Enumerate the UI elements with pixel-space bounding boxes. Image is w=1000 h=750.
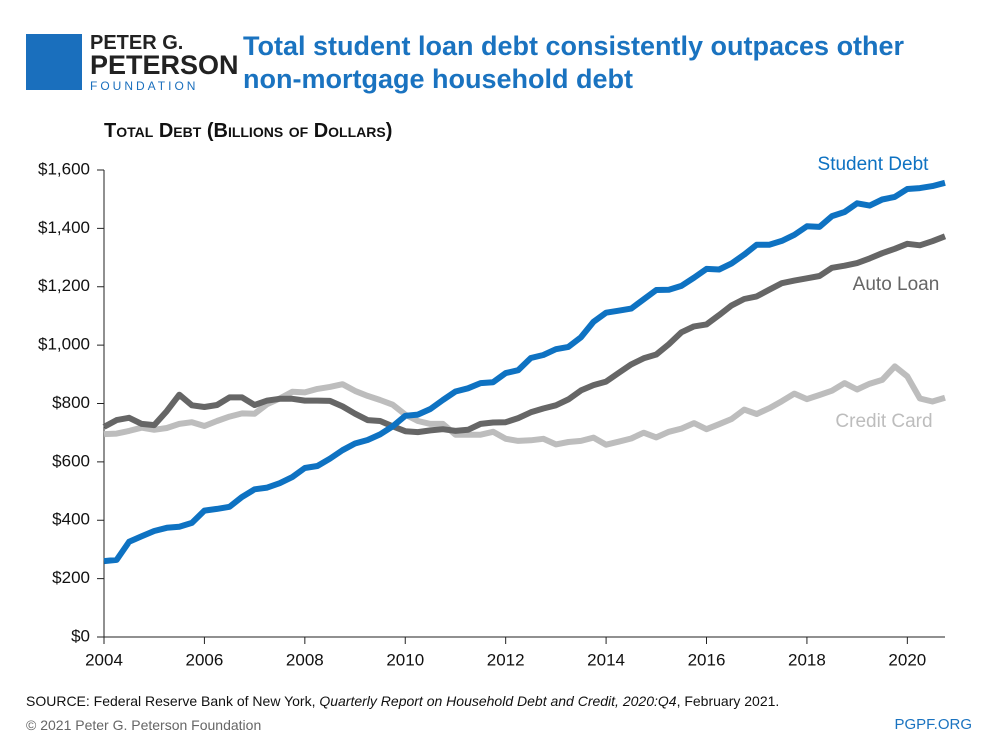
series-line [103,179,946,565]
logo: PETER G. PETERSON FOUNDATION [26,32,239,94]
source-text: SOURCE: Federal Reserve Bank of New York… [26,693,320,709]
series-line [103,363,946,448]
y-tick-label: $600 [52,451,90,470]
x-tick-label: 2012 [487,650,525,669]
y-tick-label: $1,600 [38,159,90,178]
copyright: © 2021 Peter G. Peterson Foundation [26,717,262,733]
legend-label: Student Debt [818,154,930,175]
x-tick-label: 2010 [386,650,424,669]
y-tick-label: $1,000 [38,335,90,354]
x-tick-label: 2020 [888,650,926,669]
logo-icon [26,34,82,90]
y-axis-label: Total Debt (Billions of Dollars) [104,120,393,142]
x-tick-label: 2018 [788,650,826,669]
logo-line: FOUNDATION [90,79,199,93]
logo-line: PETER G. [90,32,184,54]
y-tick-label: $0 [71,626,90,645]
series-line [102,233,947,436]
legend-label: Credit Card [835,411,932,432]
chart-title: Total student loan debt consistently out… [243,31,905,94]
x-tick-label: 2004 [85,650,123,669]
y-tick-label: $400 [52,510,90,529]
y-tick-label: $800 [52,393,90,412]
y-tick-label: $1,200 [38,276,90,295]
source-title: Quarterly Report on Household Debt and C… [319,693,677,709]
source-text: , February 2021. [676,693,780,709]
source: SOURCE: Federal Reserve Bank of New York… [26,693,779,709]
site: PGPF.ORG [894,716,972,733]
logo-line: PETERSON [90,50,239,80]
y-tick-label: $1,400 [38,218,90,237]
x-tick-label: 2014 [587,650,625,669]
y-tick-label: $200 [52,568,90,587]
x-tick-label: 2008 [286,650,324,669]
x-tick-label: 2006 [186,650,224,669]
x-tick-label: 2016 [688,650,726,669]
legend-label: Auto Loan [853,274,940,295]
